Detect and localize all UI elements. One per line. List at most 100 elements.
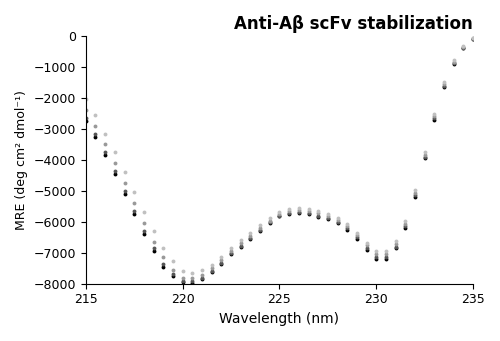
- WT: [470, 37, 476, 41]
- C1: [208, 269, 214, 273]
- C2: [451, 60, 457, 64]
- WT: [150, 249, 156, 253]
- C1: [218, 261, 224, 265]
- C3: [344, 222, 350, 226]
- C1: [112, 169, 118, 173]
- C3: [228, 246, 234, 250]
- C1: [441, 84, 447, 88]
- WT: [276, 214, 282, 218]
- C2: [170, 268, 176, 272]
- C3: [441, 80, 447, 84]
- WT: [238, 244, 244, 249]
- C1: [160, 262, 166, 266]
- C2: [276, 212, 282, 216]
- C2: [402, 222, 408, 226]
- WT: [451, 62, 457, 66]
- C1: [374, 255, 380, 259]
- C1: [83, 116, 89, 120]
- C1: [412, 193, 418, 197]
- WT: [383, 257, 389, 261]
- C2: [180, 276, 186, 280]
- C3: [141, 210, 147, 214]
- Line: C1: C1: [84, 37, 475, 283]
- C2: [354, 233, 360, 237]
- C1: [306, 211, 312, 216]
- C1: [334, 220, 340, 224]
- C3: [286, 207, 292, 211]
- C2: [296, 208, 302, 212]
- WT: [170, 274, 176, 278]
- C3: [248, 231, 254, 235]
- Line: WT: WT: [84, 37, 475, 285]
- C2: [441, 82, 447, 86]
- C3: [383, 249, 389, 253]
- WT: [199, 277, 205, 281]
- C3: [180, 269, 186, 273]
- C3: [83, 98, 89, 102]
- WT: [344, 227, 350, 232]
- WT: [334, 221, 340, 225]
- C2: [412, 191, 418, 195]
- WT: [441, 85, 447, 89]
- C1: [276, 213, 282, 218]
- C2: [112, 161, 118, 165]
- C2: [267, 219, 273, 223]
- C3: [315, 209, 321, 213]
- C1: [432, 116, 438, 120]
- C1: [102, 150, 108, 154]
- C3: [296, 206, 302, 210]
- WT: [392, 246, 398, 250]
- WT: [102, 153, 108, 157]
- C2: [122, 181, 128, 185]
- C2: [150, 240, 156, 244]
- C1: [141, 229, 147, 233]
- C2: [248, 234, 254, 238]
- C2: [334, 218, 340, 222]
- WT: [208, 270, 214, 274]
- WT: [267, 221, 273, 225]
- WT: [122, 192, 128, 196]
- C1: [150, 246, 156, 250]
- WT: [160, 265, 166, 269]
- C3: [199, 268, 205, 272]
- C3: [218, 255, 224, 259]
- WT: [364, 248, 370, 252]
- C2: [325, 214, 331, 218]
- C1: [228, 251, 234, 255]
- C3: [131, 190, 137, 194]
- C1: [364, 246, 370, 250]
- C1: [460, 46, 466, 50]
- C2: [208, 266, 214, 270]
- C3: [402, 219, 408, 223]
- C1: [248, 236, 254, 240]
- WT: [112, 172, 118, 176]
- C2: [392, 242, 398, 246]
- C1: [122, 189, 128, 193]
- C2: [92, 124, 98, 128]
- C2: [102, 142, 108, 146]
- C3: [92, 113, 98, 117]
- WT: [218, 262, 224, 266]
- C2: [432, 114, 438, 118]
- C2: [306, 209, 312, 213]
- C3: [276, 210, 282, 214]
- C2: [364, 243, 370, 247]
- C3: [422, 150, 428, 154]
- WT: [432, 118, 438, 122]
- C2: [344, 224, 350, 228]
- C2: [470, 36, 476, 41]
- C3: [257, 223, 263, 227]
- C3: [112, 150, 118, 154]
- Line: C2: C2: [84, 36, 475, 280]
- C3: [451, 58, 457, 62]
- WT: [354, 237, 360, 241]
- C2: [160, 255, 166, 260]
- WT: [306, 212, 312, 217]
- C2: [131, 201, 137, 205]
- C3: [102, 132, 108, 136]
- C1: [190, 279, 196, 283]
- WT: [422, 156, 428, 160]
- C1: [286, 211, 292, 216]
- C1: [392, 244, 398, 249]
- WT: [296, 211, 302, 215]
